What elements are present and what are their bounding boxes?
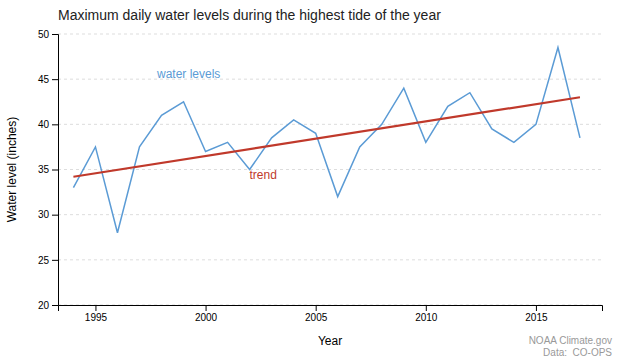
title: Maximum daily water levels during the hi… — [58, 7, 441, 23]
y-tick-mark — [52, 34, 58, 35]
x-axis-title: Year — [318, 334, 342, 348]
series-label: water levels — [156, 67, 220, 81]
marks — [73, 48, 580, 233]
x-tick-mark — [95, 305, 96, 311]
x-tick: 1995 — [85, 305, 108, 323]
credit: NOAA Climate.gov — [529, 335, 612, 346]
y-tick: 40 — [38, 119, 58, 130]
x-tick: 2010 — [415, 305, 438, 323]
y-tick: 45 — [38, 74, 58, 85]
y-tick-label: 20 — [38, 300, 50, 311]
y-tick-mark — [52, 260, 58, 261]
x-tick-mark — [316, 305, 317, 311]
plot: 1995 2000 2005 2010 2015 20 25 30 35 40 45 50 water … — [38, 29, 603, 323]
y-tick-label: 35 — [38, 164, 50, 175]
x-tick: 2000 — [195, 305, 218, 323]
series-line — [73, 97, 580, 176]
x-tick-label: 2000 — [195, 312, 218, 323]
y-tick-label: 45 — [38, 74, 50, 85]
y-tick-mark — [52, 170, 58, 171]
x-tick-mark — [206, 305, 207, 311]
x-tick-label: 2010 — [415, 312, 438, 323]
series-line — [73, 48, 580, 233]
y-tick-label: 40 — [38, 119, 50, 130]
y-tick: 35 — [38, 164, 58, 175]
x-tick: 2015 — [525, 305, 548, 323]
y-tick-label: 30 — [38, 209, 50, 220]
grid-line — [58, 34, 602, 35]
y-tick-label: 25 — [38, 255, 50, 266]
y-tick: 50 — [38, 29, 58, 40]
chart: 1995 2000 2005 2010 2015 20 25 30 35 40 45 50 water … — [0, 0, 620, 361]
series-label: trend — [249, 168, 276, 182]
y-tick-mark — [52, 124, 58, 125]
grid-line — [58, 79, 602, 80]
y-tick-label: 50 — [38, 29, 50, 40]
x-tick-mark — [536, 305, 537, 311]
y-tick-mark — [52, 79, 58, 80]
y-tick-mark — [52, 305, 58, 306]
y-tick: 30 — [38, 209, 58, 220]
y-axis: 20 25 30 35 40 45 50 — [38, 29, 59, 311]
x-tick-mark — [426, 305, 427, 311]
x-tick-label: 2005 — [305, 312, 328, 323]
y-tick: 25 — [38, 255, 58, 266]
x-axis-line — [59, 306, 603, 312]
grid-line — [58, 124, 602, 125]
grid-line — [58, 214, 602, 215]
x-tick-label: 1995 — [85, 312, 108, 323]
grid — [58, 34, 602, 305]
x-axis: 1995 2000 2005 2010 2015 — [59, 305, 603, 323]
y-tick: 20 — [38, 300, 58, 311]
y-axis-line — [52, 35, 59, 306]
x-tick: 2005 — [305, 305, 328, 323]
grid-line — [58, 259, 602, 260]
x-tick-label: 2015 — [525, 312, 548, 323]
grid-line — [58, 169, 602, 170]
credit: Data: CO-OPS — [543, 347, 612, 358]
y-axis-title: Water level (inches) — [5, 117, 19, 223]
y-tick-mark — [52, 215, 58, 216]
